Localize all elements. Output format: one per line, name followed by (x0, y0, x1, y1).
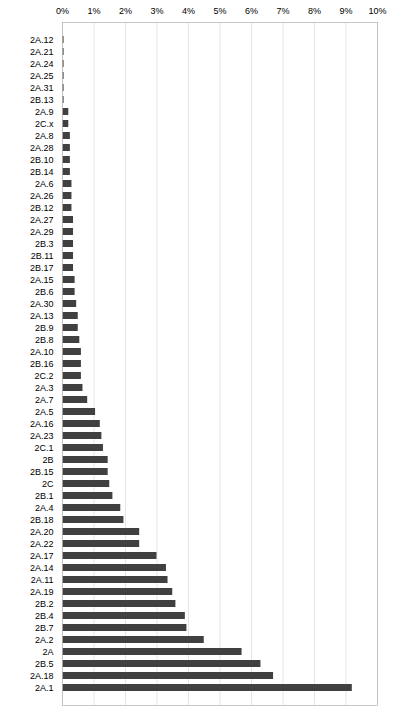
svg-text:2A.29: 2A.29 (30, 227, 54, 237)
svg-text:2A: 2A (42, 647, 53, 657)
svg-text:2B.13: 2B.13 (30, 95, 54, 105)
svg-text:3%: 3% (150, 6, 163, 16)
svg-text:2B.14: 2B.14 (30, 167, 54, 177)
svg-text:2B.12: 2B.12 (30, 203, 54, 213)
svg-text:2A.27: 2A.27 (30, 215, 54, 225)
svg-text:2B.15: 2B.15 (30, 467, 54, 477)
svg-text:2A.17: 2A.17 (30, 551, 54, 561)
svg-text:2B.5: 2B.5 (35, 659, 54, 669)
svg-text:2A.15: 2A.15 (30, 275, 54, 285)
svg-text:2B.6: 2B.6 (35, 287, 54, 297)
svg-text:2C.x: 2C.x (35, 119, 54, 129)
svg-text:2A.2: 2A.2 (35, 635, 54, 645)
svg-text:2C: 2C (42, 479, 54, 489)
svg-text:2A.4: 2A.4 (35, 503, 54, 513)
svg-text:2B.7: 2B.7 (35, 623, 54, 633)
svg-text:2A.25: 2A.25 (30, 71, 54, 81)
svg-text:2A.18: 2A.18 (30, 671, 54, 681)
svg-text:2B.1: 2B.1 (35, 491, 54, 501)
svg-text:2A.9: 2A.9 (35, 107, 54, 117)
svg-text:2A.10: 2A.10 (30, 347, 54, 357)
svg-text:2B.4: 2B.4 (35, 611, 54, 621)
svg-text:10%: 10% (368, 6, 386, 16)
svg-text:2A.14: 2A.14 (30, 563, 54, 573)
svg-text:2A.11: 2A.11 (31, 575, 54, 585)
svg-text:2B.16: 2B.16 (30, 359, 54, 369)
svg-text:2C.2: 2C.2 (34, 371, 53, 381)
svg-text:2A.30: 2A.30 (30, 299, 54, 309)
svg-text:2A.16: 2A.16 (30, 419, 54, 429)
svg-text:7%: 7% (276, 6, 289, 16)
svg-text:2A.26: 2A.26 (30, 191, 54, 201)
svg-text:2B: 2B (42, 455, 53, 465)
svg-text:2B.10: 2B.10 (30, 155, 54, 165)
svg-text:2A.24: 2A.24 (30, 59, 54, 69)
svg-text:2B.2: 2B.2 (35, 599, 54, 609)
svg-text:2A.23: 2A.23 (30, 431, 54, 441)
svg-text:2A.1: 2A.1 (35, 683, 54, 693)
svg-text:1%: 1% (87, 6, 100, 16)
svg-text:2C.1: 2C.1 (34, 443, 53, 453)
svg-text:2A.13: 2A.13 (30, 311, 54, 321)
svg-text:2B.11: 2B.11 (31, 251, 54, 261)
svg-text:5%: 5% (213, 6, 226, 16)
svg-text:2A.5: 2A.5 (35, 407, 54, 417)
svg-text:9%: 9% (339, 6, 352, 16)
svg-text:2A.12: 2A.12 (30, 35, 54, 45)
svg-text:2B.18: 2B.18 (30, 515, 54, 525)
svg-text:0%: 0% (56, 6, 69, 16)
svg-text:2B.17: 2B.17 (30, 263, 54, 273)
svg-text:2A.8: 2A.8 (35, 131, 54, 141)
svg-text:2B.9: 2B.9 (35, 323, 54, 333)
svg-text:4%: 4% (182, 6, 195, 16)
svg-text:2A.19: 2A.19 (30, 587, 54, 597)
svg-text:2B.8: 2B.8 (35, 335, 54, 345)
svg-text:2A.6: 2A.6 (35, 179, 54, 189)
svg-text:2A.20: 2A.20 (30, 527, 54, 537)
svg-text:2A.21: 2A.21 (30, 47, 54, 57)
svg-text:2B.3: 2B.3 (35, 239, 54, 249)
svg-text:2A.7: 2A.7 (35, 395, 54, 405)
svg-text:2A.22: 2A.22 (30, 539, 54, 549)
svg-text:2A.28: 2A.28 (30, 143, 54, 153)
svg-text:2%: 2% (119, 6, 132, 16)
svg-text:6%: 6% (245, 6, 258, 16)
svg-text:2A.3: 2A.3 (35, 383, 54, 393)
svg-text:8%: 8% (308, 6, 321, 16)
svg-text:2A.31: 2A.31 (30, 83, 54, 93)
